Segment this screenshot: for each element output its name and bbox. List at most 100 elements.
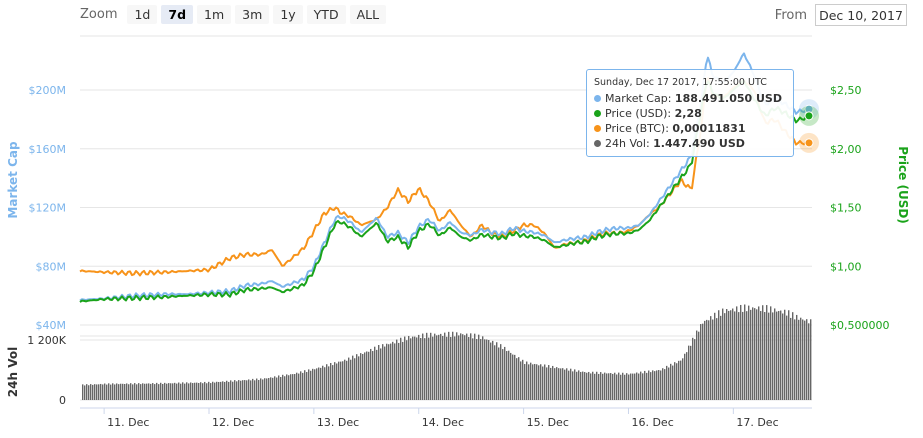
volume-bar — [210, 383, 212, 400]
volume-bar — [698, 331, 700, 400]
volume-bar — [628, 374, 630, 400]
volume-bar — [410, 338, 412, 400]
volume-bar — [562, 368, 564, 400]
volume-bar — [96, 384, 98, 400]
tooltip-label: Market Cap — [605, 92, 668, 105]
volume-bar — [620, 374, 622, 400]
volume-bar — [248, 379, 250, 400]
zoom-1d-button[interactable]: 1d — [127, 4, 158, 24]
volume-bar — [360, 353, 362, 400]
volume-bar — [802, 319, 804, 400]
volume-bar — [672, 365, 674, 400]
volume-bar — [724, 313, 726, 400]
volume-bar — [354, 358, 356, 400]
x-tick-label: 17. Dec — [736, 416, 778, 429]
volume-bar — [190, 382, 192, 400]
volume-bar — [588, 371, 590, 400]
volume-bar — [586, 372, 588, 400]
volume-bar — [384, 346, 386, 400]
volume-bar — [176, 383, 178, 400]
volume-bar — [116, 383, 118, 400]
volume-bar — [88, 385, 90, 400]
volume-bar — [776, 311, 778, 400]
volume-bar — [132, 384, 134, 400]
volume-bar — [302, 372, 304, 400]
volume-bar — [316, 368, 318, 400]
volume-bar — [718, 310, 720, 400]
volume-bar — [220, 381, 222, 400]
tooltip-row-price-btc: Price (BTC): 0,00011831 — [594, 121, 786, 136]
volume-bar — [134, 383, 136, 400]
volume-bar — [616, 374, 618, 400]
volume-bar — [84, 385, 86, 400]
volume-bar — [520, 361, 522, 400]
tooltip-value: 2,28 — [674, 107, 702, 120]
volume-bar — [160, 382, 162, 400]
volume-bar — [340, 361, 342, 400]
zoom-7d-button[interactable]: 7d — [161, 4, 194, 24]
volume-bar — [262, 379, 264, 400]
volume-bar — [748, 305, 750, 400]
volume-bar — [804, 320, 806, 400]
volume-bar — [102, 384, 104, 400]
volume-bar — [614, 372, 616, 400]
volume-bar — [352, 355, 354, 400]
volume-bar — [490, 342, 492, 400]
volume-bar — [400, 337, 402, 400]
volume-bar — [416, 337, 418, 400]
y-right-tick-label: $2,50 — [830, 84, 862, 97]
volume-bar — [148, 383, 150, 400]
volume-bar — [454, 336, 456, 400]
volume-bar — [584, 372, 586, 400]
volume-bar — [414, 336, 416, 400]
volume-bar — [516, 358, 518, 400]
volume-bar — [766, 305, 768, 400]
volume-bar — [266, 378, 268, 400]
volume-bar — [374, 346, 376, 400]
volume-bar — [478, 334, 480, 400]
volume-bar — [430, 332, 432, 400]
volume-bar — [362, 354, 364, 400]
volume-bar — [714, 312, 716, 400]
volume-bar — [450, 336, 452, 400]
volume-bar — [238, 380, 240, 400]
y-left-axis-title: Market Cap — [6, 141, 20, 219]
volume-bar — [790, 317, 792, 400]
volume-bar — [208, 381, 210, 400]
zoom-bar: Zoom 1d 7d 1m 3m 1y YTD ALL — [80, 4, 387, 24]
volume-bar — [178, 382, 180, 400]
x-tick-label: 13. Dec — [317, 416, 359, 429]
zoom-all-button[interactable]: ALL — [349, 4, 387, 24]
volume-bar — [448, 331, 450, 400]
volume-bar — [202, 383, 204, 400]
volume-bar — [170, 383, 172, 400]
volume-bar — [286, 374, 288, 400]
zoom-3m-button[interactable]: 3m — [235, 4, 270, 24]
from-date-input[interactable] — [815, 4, 907, 26]
volume-bar — [322, 365, 324, 400]
volume-bar — [674, 362, 676, 400]
volume-bar — [306, 371, 308, 400]
zoom-1m-button[interactable]: 1m — [197, 4, 232, 24]
zoom-ytd-button[interactable]: YTD — [306, 4, 346, 24]
volume-bar — [746, 311, 748, 400]
tooltip-value: 0,00011831 — [672, 122, 746, 135]
volume-bar — [494, 345, 496, 400]
zoom-1y-button[interactable]: 1y — [273, 4, 303, 24]
volume-bar — [158, 384, 160, 400]
volume-bar — [446, 336, 448, 400]
volume-bar — [350, 359, 352, 400]
x-tick-label: 15. Dec — [527, 416, 569, 429]
volume-bar — [364, 352, 366, 400]
volume-bar — [298, 373, 300, 400]
volume-bar — [684, 353, 686, 400]
volume-bar — [788, 310, 790, 400]
volume-bar — [716, 318, 718, 400]
y-left-tick-label: $160M — [29, 143, 67, 156]
volume-bar — [402, 341, 404, 400]
volume-bar — [162, 383, 164, 400]
volume-bar — [504, 346, 506, 400]
volume-bar — [594, 373, 596, 400]
zoom-label: Zoom — [80, 6, 118, 22]
